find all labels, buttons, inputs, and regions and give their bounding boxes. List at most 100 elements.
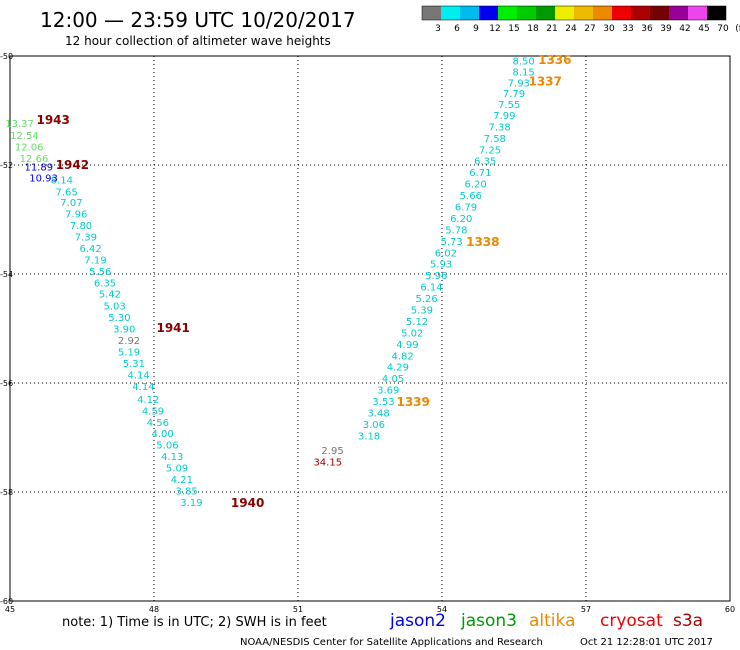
colorbar-swatch xyxy=(631,6,650,20)
wave-height-label: 6.71 xyxy=(469,168,491,179)
wave-height-label: 7.99 xyxy=(493,111,515,122)
wave-height-label: 8.14 xyxy=(51,175,73,186)
colorbar-label: 36 xyxy=(641,24,653,34)
wave-height-label: 5.26 xyxy=(416,294,438,305)
wave-height-label: 12.06 xyxy=(15,143,44,154)
colorbar-swatch xyxy=(441,6,460,20)
wave-height-label: 5.56 xyxy=(89,267,111,278)
pass-number-label: 1338 xyxy=(466,235,499,249)
colorbar-swatch xyxy=(498,6,517,20)
wave-height-label: 5.03 xyxy=(104,302,126,313)
wave-height-label: 6.42 xyxy=(80,244,102,255)
wave-height-label: 5.96 xyxy=(425,271,447,282)
wave-height-label: 7.07 xyxy=(60,198,82,209)
colorbar-swatch xyxy=(669,6,688,20)
wave-height-label: 7.93 xyxy=(508,78,530,89)
colorbar-label: 6 xyxy=(454,24,460,34)
y-tick-label: -56 xyxy=(0,379,13,388)
wave-height-label: 5.09 xyxy=(166,464,188,475)
y-tick-label: -52 xyxy=(0,161,13,170)
wave-height-label: 4.82 xyxy=(392,351,414,362)
wave-height-label: 3.85 xyxy=(176,486,198,497)
satellite-legend-jason2: jason2 xyxy=(389,611,446,631)
x-tick-label: 51 xyxy=(293,605,303,614)
pass-number-label: 1940 xyxy=(231,496,264,510)
wave-height-label: 3.06 xyxy=(363,420,385,431)
wave-height-label: 6.02 xyxy=(435,248,457,259)
plot-frame xyxy=(9,55,731,602)
wave-height-label: 5.12 xyxy=(406,317,428,328)
wave-height-label: 7.96 xyxy=(65,210,87,221)
wave-height-label: 7.39 xyxy=(75,232,97,243)
colorbar-label: 12 xyxy=(489,24,500,34)
x-tick-label: 57 xyxy=(581,605,591,614)
wave-height-label: 5.06 xyxy=(156,441,178,452)
wave-height-label: 3.90 xyxy=(113,325,135,336)
colorbar-label: 39 xyxy=(660,24,672,34)
pass-number-label: 1339 xyxy=(396,395,429,409)
y-tick-label: -58 xyxy=(0,488,13,497)
wave-height-label: 7.38 xyxy=(488,122,510,133)
wave-height-points: 8.147.657.077.967.807.396.427.195.566.35… xyxy=(5,56,534,508)
wave-height-label: 13.37 xyxy=(5,119,34,130)
colorbar-swatch xyxy=(612,6,631,20)
x-tick-label: 54 xyxy=(437,605,447,614)
wave-height-label: 8.15 xyxy=(512,67,534,78)
wave-height-label: 4.05 xyxy=(382,374,404,385)
wave-height-label: 4.14 xyxy=(128,370,150,381)
colorbar-label: 70 xyxy=(717,24,729,34)
wave-height-label: 34.15 xyxy=(313,458,342,469)
wave-height-label: 6.79 xyxy=(455,203,477,214)
wave-height-label: 5.19 xyxy=(118,347,140,358)
wave-height-label: 6.20 xyxy=(450,214,472,225)
wave-height-label: 10.93 xyxy=(29,174,58,185)
wave-height-label: 4.21 xyxy=(171,475,193,486)
wave-height-label: 3.18 xyxy=(358,431,380,442)
colorbar-swatch xyxy=(593,6,612,20)
colorbar-label: 24 xyxy=(565,24,577,34)
satellite-legend: jason2 jason3 altika cryosat s3a xyxy=(389,611,703,631)
colorbar-swatch xyxy=(536,6,555,20)
x-tick-label: 45 xyxy=(5,605,15,614)
wave-height-label: 7.65 xyxy=(56,187,78,198)
plot-grid xyxy=(10,56,730,601)
satellite-legend-cryosat: cryosat xyxy=(600,611,663,631)
wave-height-label: 7.58 xyxy=(484,134,506,145)
wave-height-label: 5.31 xyxy=(123,359,145,370)
wave-height-label: 5.30 xyxy=(108,313,130,324)
wave-height-label: 8.50 xyxy=(512,56,534,67)
axis-tick-labels: 45 48 51 54 57 60 -50 -52 -54 -56 -58 -60 xyxy=(0,52,735,614)
wave-height-label: 3.48 xyxy=(368,409,390,420)
colorbar-swatch xyxy=(574,6,593,20)
wave-height-label: 6.14 xyxy=(420,283,442,294)
y-tick-label: -60 xyxy=(0,597,13,606)
wave-height-label: 4.14 xyxy=(132,382,154,393)
wave-height-label: 5.02 xyxy=(401,328,423,339)
colorbar-label: 9 xyxy=(473,24,479,34)
colorbar-label: 18 xyxy=(527,24,539,34)
pass-number-label: 1943 xyxy=(36,113,69,127)
wave-height-label: 4.99 xyxy=(396,340,418,351)
wave-height-label: 7.55 xyxy=(498,100,520,111)
pass-annotations: 1943 1942 1941 1940 1336 1337 1338 1339 xyxy=(36,53,571,510)
wave-height-label: 4.56 xyxy=(147,418,169,429)
wave-height-label: 5.93 xyxy=(430,260,452,271)
colorbar-label: 42 xyxy=(679,24,690,34)
wave-height-label: 4.59 xyxy=(142,406,164,417)
colorbar-swatch xyxy=(555,6,574,20)
wave-height-label: 5.66 xyxy=(460,191,482,202)
pass-number-label: 1336 xyxy=(538,53,571,67)
wave-height-label: 4.12 xyxy=(137,395,159,406)
wave-height-label: 2.92 xyxy=(118,336,140,347)
colorbar-swatch xyxy=(688,6,707,20)
colorbar-label: 30 xyxy=(603,24,615,34)
wave-height-label: 4.13 xyxy=(161,452,183,463)
colorbar-label: 45 xyxy=(698,24,709,34)
colorbar-label: 15 xyxy=(508,24,519,34)
page-title: 12:00 — 23:59 UTC 10/20/2017 xyxy=(40,8,356,32)
colorbar-label: (ft) xyxy=(735,24,740,34)
pass-number-label: 1942 xyxy=(56,158,89,172)
wave-height-label: 3.69 xyxy=(377,386,399,397)
colorbar-swatch xyxy=(707,6,726,20)
wave-height-label: 5.73 xyxy=(440,237,462,248)
